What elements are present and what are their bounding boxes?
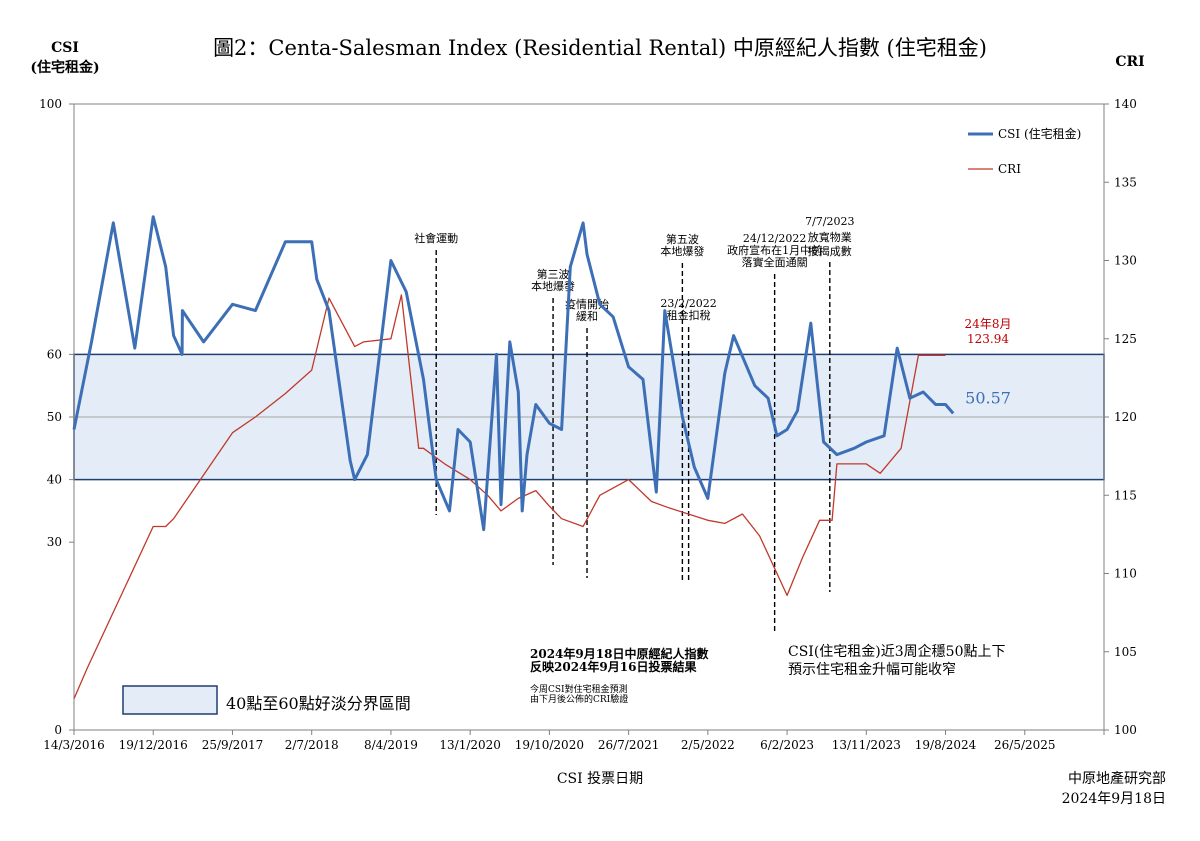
- note-left-line2: 反映2024年9月16日投票結果: [530, 659, 696, 674]
- left-tick-label: 50: [47, 410, 62, 424]
- left-tick-label: 40: [47, 473, 62, 487]
- annotation-text: 落實全面通關: [742, 255, 808, 269]
- x-tick-label: 19/8/2024: [915, 738, 977, 752]
- x-tick-label: 19/12/2016: [119, 738, 188, 752]
- annotation-text: 本地爆發: [531, 279, 575, 293]
- left-axis-label-line1: CSI: [51, 40, 79, 56]
- annotation-text: 疫情開始: [565, 297, 609, 311]
- note-left-small-line1: 今周CSI對住宅租金預測: [530, 683, 628, 695]
- right-tick-label: 135: [1114, 175, 1137, 189]
- cri-series-line: [73, 294, 946, 699]
- source-date: 2024年9月18日: [1061, 791, 1166, 807]
- latest-cri-month: 24年8月: [965, 317, 1012, 331]
- left-tick-label: 60: [47, 347, 62, 361]
- right-tick-label: 105: [1114, 645, 1137, 659]
- annotation-text: 第五波: [666, 232, 699, 246]
- annotation-text: 政府宣布在1月中前: [727, 243, 822, 257]
- band-legend-swatch: [122, 685, 218, 715]
- left-tick-label: 30: [47, 535, 62, 549]
- annotation-text: 24/12/2022: [743, 232, 806, 245]
- legend-csi-label: CSI (住宅租金): [998, 126, 1081, 141]
- x-tick-label: 14/3/2016: [43, 738, 105, 752]
- x-tick-label: 2/5/2022: [681, 738, 735, 752]
- annotation-text: 緩和: [576, 310, 598, 323]
- left-tick-label: 0: [54, 723, 62, 737]
- x-tick-label: 13/11/2023: [832, 738, 901, 752]
- x-tick-label: 25/9/2017: [202, 738, 264, 752]
- right-tick-label: 100: [1114, 723, 1137, 737]
- x-tick-label: 26/5/2025: [994, 738, 1056, 752]
- legend-cri-label: CRI: [998, 162, 1021, 176]
- x-tick-label: 2/7/2018: [285, 738, 339, 752]
- left-axis-label-line2: (住宅租金): [30, 60, 100, 76]
- x-tick-label: 8/4/2019: [364, 738, 418, 752]
- x-tick-label: 6/2/2023: [760, 738, 814, 752]
- annotation-text: 社會運動: [414, 231, 458, 245]
- right-tick-label: 110: [1114, 567, 1137, 581]
- note-left-small-line2: 由下月後公佈的CRI驗證: [530, 693, 628, 705]
- annotation-text: 放寬物業: [808, 230, 852, 244]
- note-left-line1: 2024年9月18日中原經紀人指數: [530, 646, 708, 661]
- x-tick-label: 26/7/2021: [598, 738, 660, 752]
- right-tick-label: 130: [1114, 254, 1137, 268]
- right-tick-label: 125: [1114, 332, 1137, 346]
- right-tick-label: 115: [1114, 488, 1137, 502]
- chart-title: 圖2：Centa-Salesman Index (Residential Ren…: [213, 36, 987, 60]
- note-right-line2: 預示住宅租金升幅可能收窄: [788, 661, 956, 678]
- left-tick-label: 100: [39, 97, 62, 111]
- band-legend-label: 40點至60點好淡分界區間: [226, 694, 411, 713]
- x-axis-label: CSI 投票日期: [556, 771, 644, 787]
- annotation-text: 第三波: [537, 267, 570, 281]
- annotation-text: 按揭成數: [808, 244, 852, 258]
- right-axis-label: CRI: [1115, 54, 1145, 70]
- note-right-line1: CSI(住宅租金)近3周企穩50點上下: [788, 643, 1005, 660]
- annotation-text: 租金扣稅: [667, 308, 711, 322]
- right-tick-label: 120: [1114, 410, 1137, 424]
- x-tick-label: 13/1/2020: [439, 738, 501, 752]
- left-axis-label: CSI (住宅租金): [22, 38, 108, 78]
- annotation-text: 本地爆發: [660, 244, 704, 258]
- latest-cri-value: 123.94: [967, 332, 1009, 346]
- csi-series-line: [72, 215, 955, 532]
- annotation-text: 23/2/2022: [660, 297, 716, 310]
- x-tick-label: 19/10/2020: [515, 738, 584, 752]
- annotation-text: 7/7/2023: [805, 215, 854, 228]
- source-label: 中原地產研究部: [1068, 771, 1166, 787]
- right-tick-label: 140: [1114, 97, 1137, 111]
- latest-csi-label: 50.57: [965, 388, 1011, 407]
